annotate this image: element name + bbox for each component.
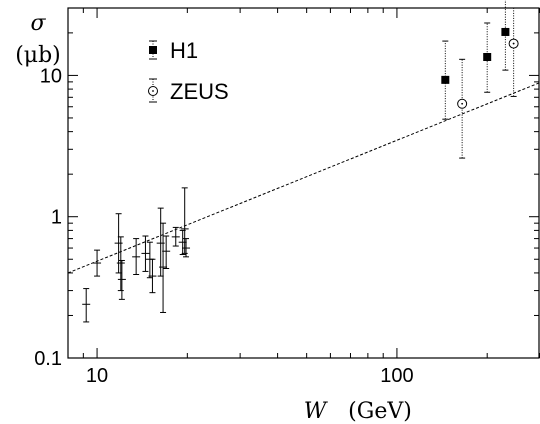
y-axis-unit: (μb) [15, 43, 61, 68]
x-tick-label: 10 [86, 365, 108, 387]
legend-h1-label: H1 [170, 38, 198, 63]
h1-point [441, 75, 450, 84]
legend-zeus-label: ZEUS [170, 79, 229, 104]
x-axis-symbol: W [304, 399, 329, 424]
y-tick-label: 0.1 [34, 348, 62, 370]
y-axis-symbol: σ [30, 11, 46, 36]
legend-zeus-marker [148, 78, 158, 103]
x-axis-unit: (GeV) [348, 399, 412, 424]
h1-point [501, 27, 510, 36]
y-tick-label: 1 [51, 207, 62, 229]
fit-line [67, 82, 540, 274]
legend: H1 ZEUS [148, 38, 229, 104]
x-tick-label: 100 [380, 365, 413, 387]
zeus-point-center [512, 42, 515, 45]
y-tick-label: 10 [40, 65, 62, 87]
h1-point [483, 52, 492, 61]
plot-area: 10 100 0.1 1 10 [34, 0, 540, 387]
zeus-point-center [461, 102, 464, 105]
plot-frame [67, 7, 540, 359]
legend-h1-marker [149, 40, 157, 60]
